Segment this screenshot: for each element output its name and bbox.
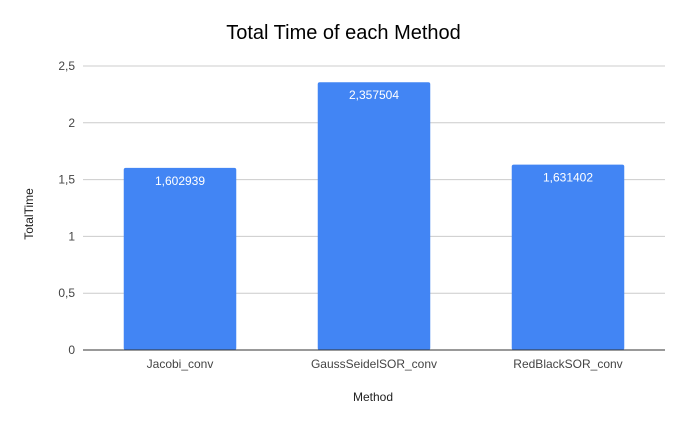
x-axis-title: Method: [353, 390, 393, 404]
bars: [123, 82, 625, 350]
bar-value-label: 2,357504: [349, 88, 399, 102]
bar: [123, 167, 237, 350]
y-tick-label: 2,5: [58, 59, 75, 73]
y-tick-label: 0,5: [58, 286, 75, 300]
bar-value-labels: 1,602939 2,357504 1,631402: [155, 88, 593, 188]
x-tick-label: RedBlackSOR_conv: [513, 357, 622, 371]
x-tick-label: GaussSeidelSOR_conv: [311, 357, 437, 371]
x-tick-label: Jacobi_conv: [147, 357, 214, 371]
bar-value-label: 1,602939: [155, 174, 205, 188]
bar-value-label: 1,631402: [543, 171, 593, 185]
y-tick-label: 1,5: [58, 173, 75, 187]
chart-title: Total Time of each Method: [226, 22, 461, 44]
y-axis-title: TotalTime: [22, 188, 36, 240]
bar: [511, 164, 625, 350]
y-tick-label: 0: [68, 343, 75, 357]
y-tick-labels: 0 0,5 1 1,5 2 2,5: [58, 59, 75, 357]
bar: [317, 82, 431, 350]
y-tick-label: 1: [68, 229, 75, 243]
x-tick-labels: Jacobi_conv GaussSeidelSOR_conv RedBlackSO…: [147, 357, 623, 371]
y-tick-label: 2: [68, 116, 75, 130]
